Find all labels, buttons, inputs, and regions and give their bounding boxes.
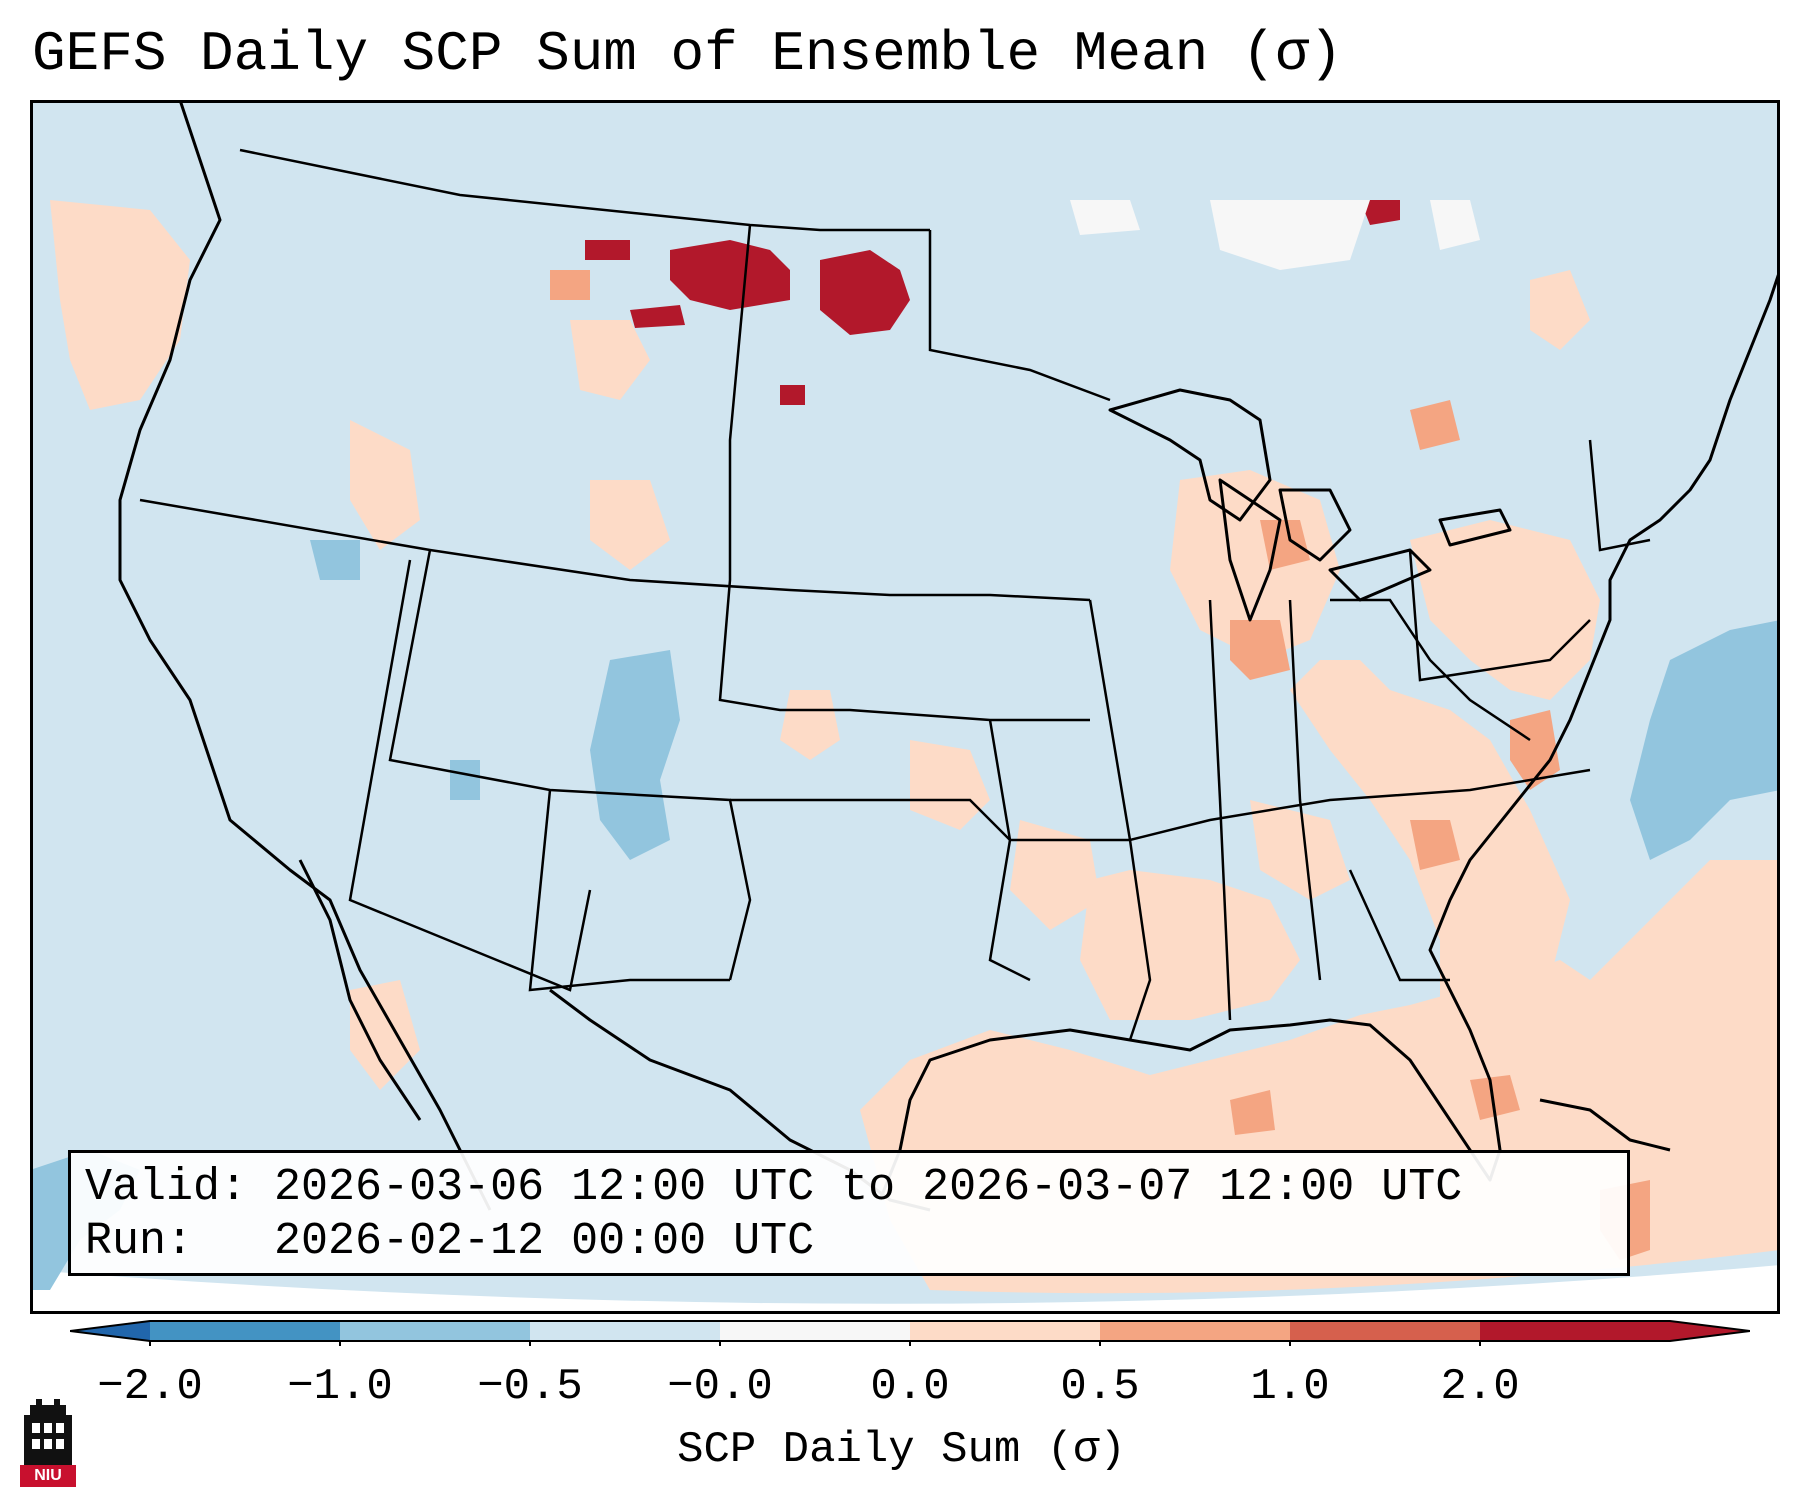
valid-row: Valid: 2026-03-06 12:00 UTC to 2026-03-0… [85, 1161, 1613, 1215]
niu-logo: NIU [20, 1395, 76, 1487]
colorbar [70, 1316, 1750, 1346]
border-mo-tn [1088, 599, 1591, 842]
valid-label: Valid: [85, 1162, 248, 1213]
lake-michigan [1218, 478, 1282, 622]
colorbar-tick-label: −1.0 [287, 1362, 393, 1412]
colorbar-segment [720, 1321, 911, 1341]
border-in-al [1288, 599, 1322, 981]
gulf-atlantic-coast [878, 269, 1780, 1201]
colorbar-tick-label: 2.0 [1440, 1362, 1520, 1412]
colorbar-tick-label: −0.0 [667, 1362, 773, 1412]
colorbar-tick-label: −2.0 [97, 1362, 203, 1412]
border-az-nm [528, 789, 730, 992]
colorbar-segment [340, 1321, 531, 1341]
lake-ontario [1438, 508, 1512, 547]
border-oh-va [1330, 598, 1531, 742]
colorbar-over-arrow [1670, 1321, 1750, 1341]
colorbar-segment [1480, 1321, 1671, 1341]
state-borders [139, 148, 1651, 1041]
map-border [30, 100, 1780, 1314]
lake-huron [1278, 488, 1352, 562]
border-sd-ks [718, 224, 1090, 722]
border-il-ms [1208, 599, 1232, 1021]
colorbar-tick-label: 0.0 [870, 1362, 950, 1412]
pacific-coast [118, 100, 492, 1211]
border-mn [928, 230, 1111, 402]
castle-icon [24, 1399, 72, 1465]
colorbar-tick-label: 1.0 [1250, 1362, 1330, 1412]
colorbar-segment [910, 1321, 1101, 1341]
valid-value: 2026-03-06 12:00 UTC to 2026-03-07 12:00… [274, 1162, 1463, 1213]
baja-coast [298, 859, 422, 1121]
colorbar-tick-label: 0.5 [1060, 1362, 1140, 1412]
valid-time-box: Valid: 2026-03-06 12:00 UTC to 2026-03-0… [68, 1150, 1630, 1276]
colorbar-under-arrow [70, 1321, 150, 1341]
border-nv-az [348, 559, 592, 992]
lake-superior [1108, 388, 1272, 522]
run-row: Run: 2026-02-12 00:00 UTC [85, 1215, 1613, 1269]
colorbar-segment [530, 1321, 721, 1341]
positive-anomaly-strong [585, 200, 1400, 405]
map-title: GEFS Daily SCP Sum of Ensemble Mean (σ) [32, 22, 1343, 86]
cuba-outline [1539, 1098, 1671, 1152]
lake-erie [1328, 548, 1432, 602]
run-label: Run: [85, 1216, 194, 1267]
map-canvas [30, 100, 1780, 1314]
map-panel [30, 100, 1780, 1314]
colorbar-svg [70, 1320, 1750, 1346]
colorbar-segment [1290, 1321, 1481, 1341]
colorbar-tick-label: −0.5 [477, 1362, 583, 1412]
logo-text: NIU [20, 1465, 76, 1487]
border-ut-nm [388, 549, 752, 981]
border-ga-fl [1348, 869, 1450, 982]
run-value: 2026-02-12 00:00 UTC [274, 1216, 815, 1267]
near-zero-patches [1070, 200, 1480, 270]
colorbar-segment [1100, 1321, 1291, 1341]
colorbar-segment [150, 1321, 341, 1341]
border-pa [1408, 549, 1591, 682]
projection-edge [30, 1265, 1780, 1314]
colorbar-label: SCP Daily Sum (σ) [677, 1425, 1126, 1475]
border-ne-states [1588, 439, 1651, 552]
